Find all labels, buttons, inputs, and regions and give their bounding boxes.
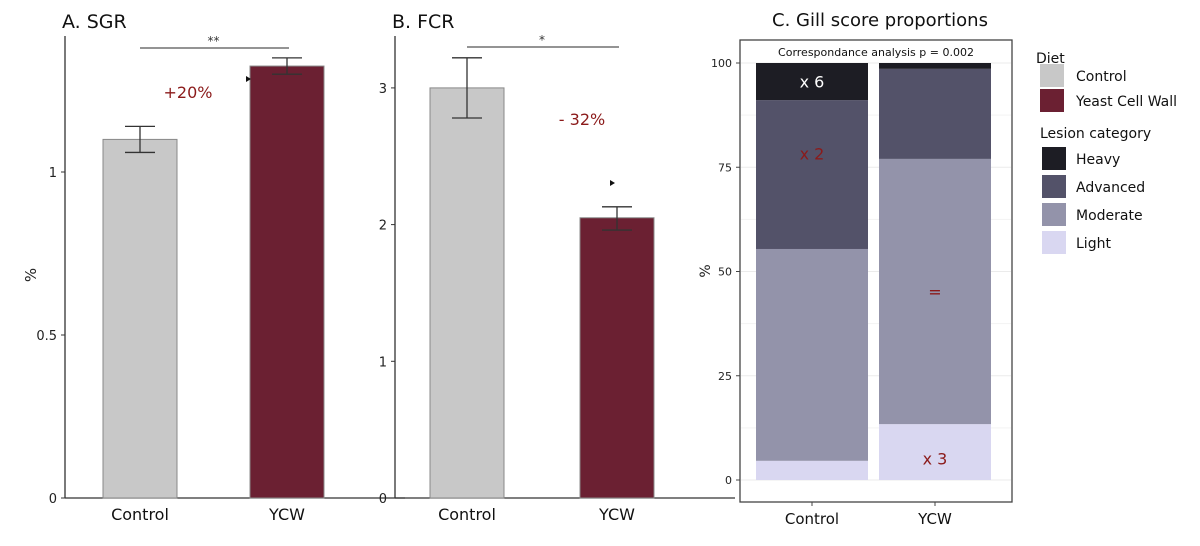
panel-title: C. Gill score proportions xyxy=(772,10,988,31)
panel-title: B. FCR xyxy=(392,11,455,33)
y-tick-label: 1 xyxy=(379,355,387,370)
y-tick-label: 2 xyxy=(379,219,387,234)
legend-swatch xyxy=(1042,231,1066,254)
subtitle-annotation: Correspondance analysis p = 0.002 xyxy=(778,46,974,59)
x-tick-label: Control xyxy=(438,505,496,524)
stacked-bar-control-heavy xyxy=(756,63,868,101)
x-tick-label: Control xyxy=(111,505,169,524)
x-tick-label: YCW xyxy=(917,510,952,528)
bar-control xyxy=(102,138,178,499)
legend-label: Moderate xyxy=(1076,208,1143,224)
y-tick-label: 0 xyxy=(49,492,57,507)
legend-swatch xyxy=(1042,175,1066,198)
x-tick-label: YCW xyxy=(268,505,305,524)
y-tick-label: 1 xyxy=(49,166,57,181)
stacked-bar-ycw-moderate xyxy=(879,158,991,425)
stacked-bar-control-light xyxy=(756,460,868,480)
legend-label: Light xyxy=(1076,236,1111,252)
marker-arrow-icon xyxy=(246,76,251,82)
segment-annotation: x 6 xyxy=(800,73,825,92)
stacked-bar-control-moderate xyxy=(756,248,868,461)
y-tick-label: 50 xyxy=(718,266,732,279)
segment-annotation: x 2 xyxy=(800,145,825,164)
legend-swatch xyxy=(1040,89,1064,112)
y-tick-label: 100 xyxy=(711,57,732,70)
significance-stars: ** xyxy=(208,34,220,48)
y-tick-label: 0 xyxy=(379,492,387,507)
bar-control xyxy=(429,87,505,499)
marker-arrow-icon xyxy=(610,180,615,186)
stacked-bar-ycw-advanced xyxy=(879,68,991,159)
y-axis-label: % xyxy=(698,264,714,277)
legend-label: Heavy xyxy=(1076,152,1120,168)
bar-ycw xyxy=(579,217,655,499)
legend-swatch xyxy=(1040,64,1064,87)
y-tick-label: 3 xyxy=(379,82,387,97)
y-tick-label: 0.5 xyxy=(36,329,57,344)
percent-change-annotation: - 32% xyxy=(559,110,605,129)
percent-change-annotation: +20% xyxy=(164,83,213,102)
stacked-bar-control-advanced xyxy=(756,100,868,249)
bar-ycw xyxy=(249,65,325,499)
legend-title-diet: Diet xyxy=(1036,51,1065,67)
x-tick-label: Control xyxy=(785,510,839,528)
legend-label: Control xyxy=(1076,69,1127,85)
stacked-bar-ycw-heavy xyxy=(879,63,991,69)
legend-label: Yeast Cell Wall xyxy=(1075,94,1177,110)
legend-label: Advanced xyxy=(1076,180,1145,196)
significance-stars: * xyxy=(539,33,545,47)
segment-annotation: x 3 xyxy=(923,449,948,468)
stacked-bar-ycw-light xyxy=(879,424,991,480)
legend-title-lesion: Lesion category xyxy=(1040,126,1151,142)
y-tick-label: 25 xyxy=(718,370,732,383)
legend-swatch xyxy=(1042,147,1066,170)
panel-title: A. SGR xyxy=(62,11,127,33)
segment-annotation: = xyxy=(928,283,941,302)
y-tick-label: 0 xyxy=(725,474,732,487)
x-tick-label: YCW xyxy=(598,505,635,524)
legend-swatch xyxy=(1042,203,1066,226)
y-axis-label: % xyxy=(22,268,40,282)
y-tick-label: 75 xyxy=(718,161,732,174)
